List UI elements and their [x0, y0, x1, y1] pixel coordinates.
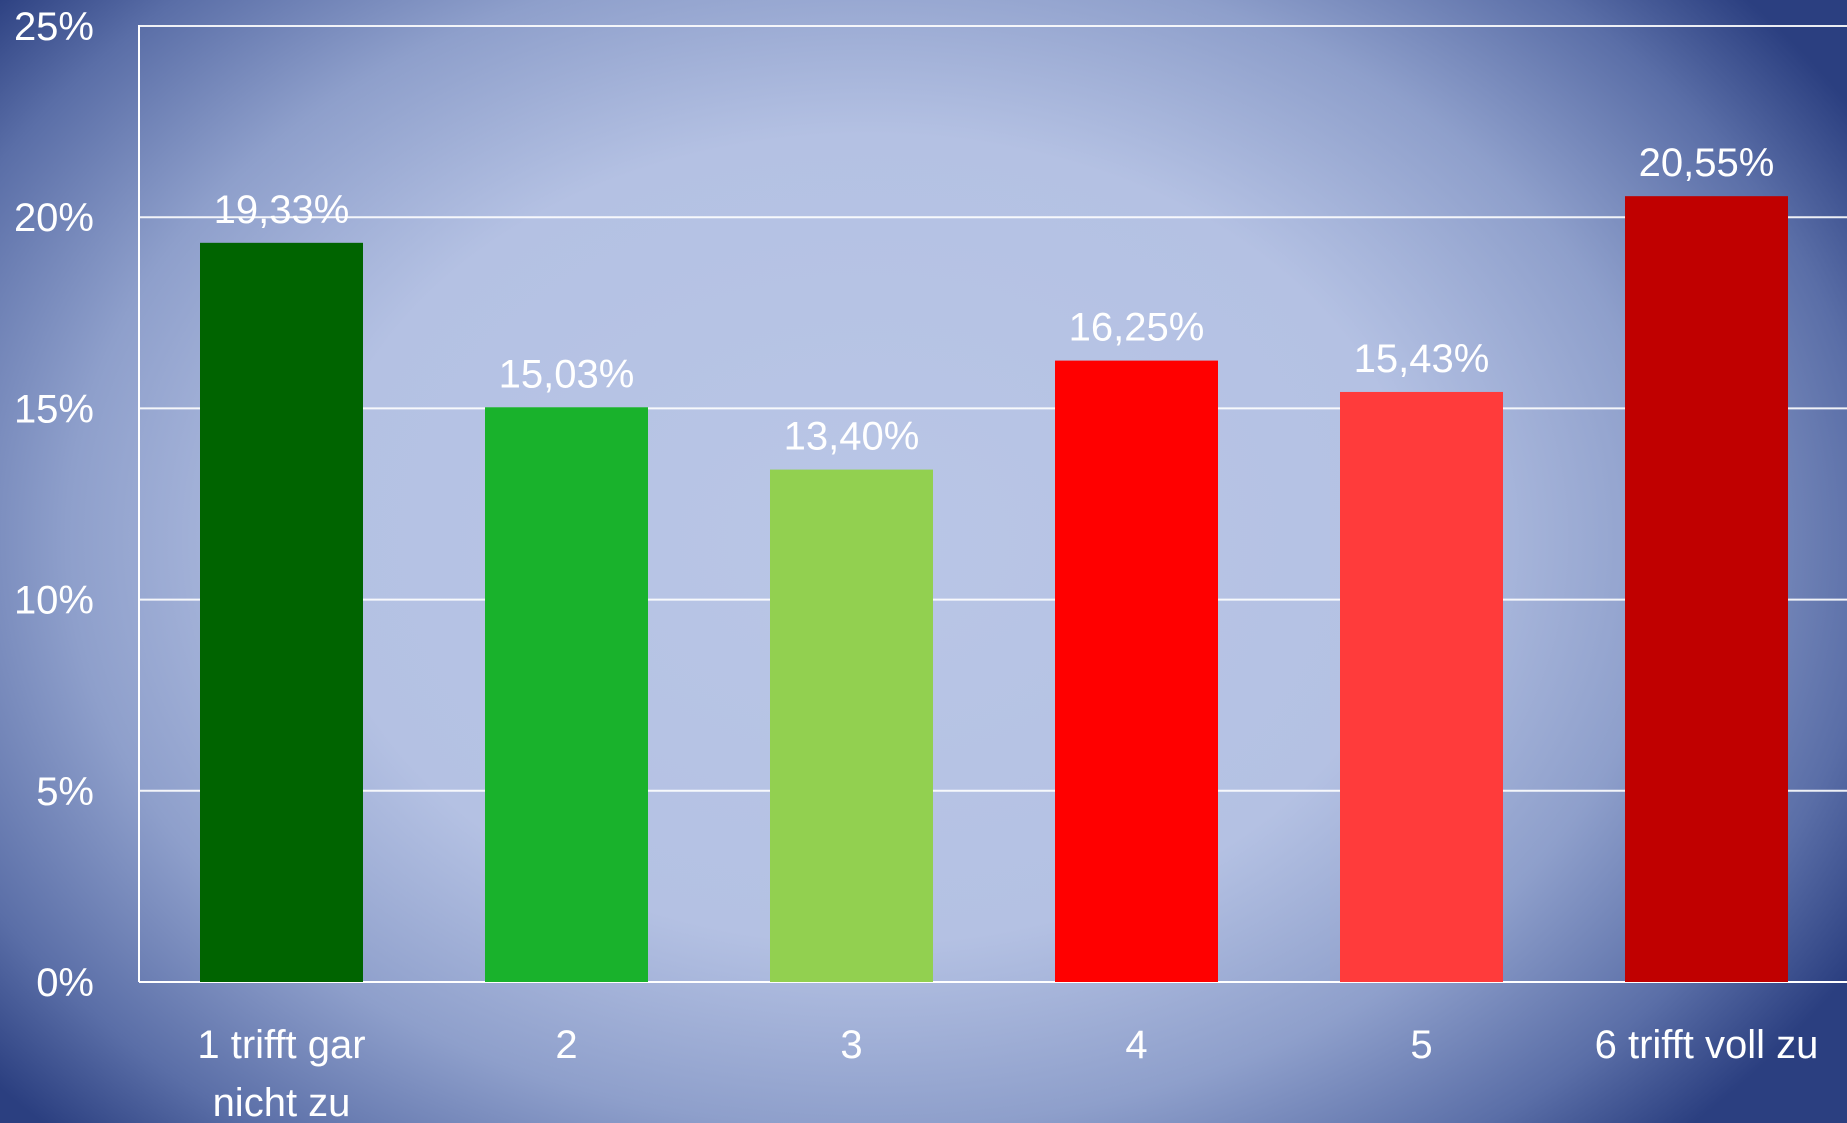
- y-tick-label-5: 5%: [36, 770, 94, 814]
- y-tick-label-20: 20%: [14, 196, 94, 240]
- data-label-5: 15,43%: [1354, 337, 1490, 381]
- bar-3: [770, 469, 933, 983]
- data-label-2: 15,03%: [499, 352, 635, 396]
- y-tick-label-10: 10%: [14, 579, 94, 623]
- data-label-4: 16,25%: [1069, 306, 1205, 350]
- bar-4: [1055, 360, 1218, 983]
- bar-1: [200, 242, 363, 982]
- category-label-2: 2: [555, 1023, 577, 1067]
- y-tick-label-15: 15%: [14, 387, 94, 431]
- bar-6: [1625, 196, 1788, 983]
- bar-2: [485, 407, 648, 982]
- data-label-6: 20,55%: [1639, 141, 1775, 185]
- category-label-1: 1 trifft gar nicht zu: [197, 1023, 365, 1123]
- y-tick-label-0: 0%: [36, 961, 94, 1005]
- category-label-5: 5: [1410, 1023, 1432, 1067]
- category-label-3: 3: [840, 1023, 862, 1067]
- y-tick-label-25: 25%: [14, 5, 94, 49]
- category-label-6: 6 trifft voll zu: [1595, 1023, 1819, 1067]
- data-label-3: 13,40%: [784, 415, 920, 459]
- data-label-1: 19,33%: [214, 188, 350, 232]
- bar-5: [1340, 391, 1503, 982]
- category-label-4: 4: [1125, 1023, 1147, 1067]
